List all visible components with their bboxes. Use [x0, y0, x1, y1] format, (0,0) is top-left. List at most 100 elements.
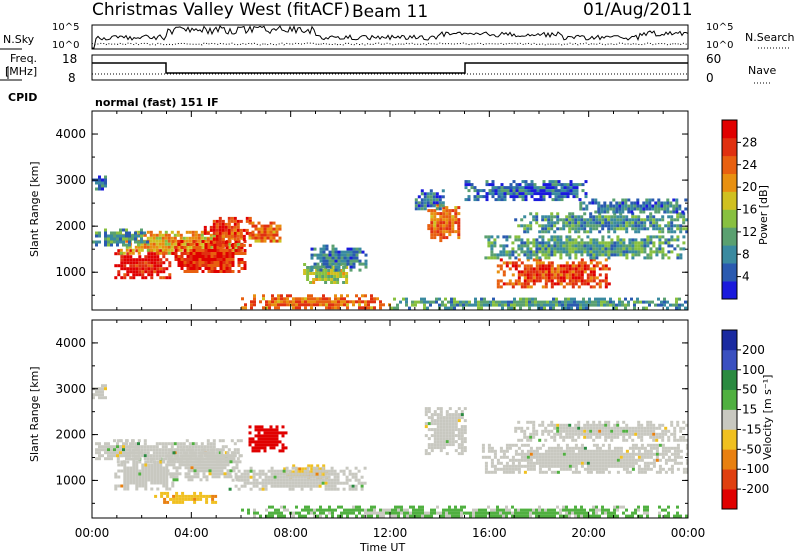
heatmap-region	[166, 448, 242, 482]
colorbar-swatch	[722, 409, 737, 430]
x-tick-label: 08:00	[273, 526, 308, 540]
x-tick-label: 16:00	[472, 526, 507, 540]
colorbar-tick-label: -50	[742, 442, 762, 456]
y-tick-label: 3000	[55, 173, 86, 187]
colorbar-swatch	[722, 489, 737, 510]
colorbar-swatch	[722, 173, 737, 192]
colorbar-tick-label: -100	[742, 462, 769, 476]
colorbar-tick-label: -15	[742, 422, 762, 436]
colorbar-tick-label: 50	[742, 383, 757, 397]
y-tick-label: 1000	[55, 473, 86, 487]
colorbar-swatch	[722, 281, 737, 300]
colorbar-tick-label: 8	[742, 247, 750, 261]
velocity-heatmap	[92, 384, 688, 518]
velocity-panel: 4000 3000 2000 1000 Slant Range [km] 00:00 0…	[28, 319, 706, 554]
power-heatmap	[92, 175, 688, 310]
velocity-xlabel: Time UT	[359, 541, 405, 554]
colorbar-swatch	[722, 191, 737, 210]
nsky-panel: N.Sky 10^5 10^0 10^5 10^0 N.Search	[0, 22, 795, 51]
nave-label: Nave	[748, 64, 776, 77]
nave-tick-low: 0	[706, 71, 714, 85]
colorbar-swatch	[722, 330, 737, 351]
power-colorbar: 28 24 20 16 12 8 4 Power [dB]	[721, 119, 770, 300]
heatmap-region	[248, 425, 288, 453]
colorbar-tick-label: 15	[742, 403, 757, 417]
colorbar-swatch	[722, 429, 737, 450]
power-y-axis: 4000 3000 2000 1000	[55, 110, 689, 310]
cpid-text: normal (fast) 151 IF	[95, 96, 219, 109]
x-tick-label: 12:00	[373, 526, 408, 540]
y-tick-label: 1000	[55, 265, 86, 279]
heatmap-region	[95, 439, 143, 461]
heatmap-region	[484, 235, 686, 260]
colorbar-swatch	[722, 469, 737, 490]
heatmap-region	[92, 228, 149, 247]
colorbar-swatch	[722, 209, 737, 228]
colorbar-swatch	[722, 449, 737, 470]
heatmap-region	[496, 258, 611, 289]
colorbar-swatch	[722, 227, 737, 246]
nsearch-label: N.Search	[745, 31, 795, 44]
colorbar-swatch	[722, 245, 737, 264]
colorbar-tick-label: 24	[742, 158, 757, 172]
freq-unit-label: [MHz]	[5, 65, 37, 78]
colorbar-swatch	[722, 120, 737, 139]
heatmap-region	[241, 505, 688, 518]
heatmap-region	[424, 407, 467, 456]
colorbar-tick-label: -200	[742, 482, 769, 496]
nsky-tick-high: 10^5	[52, 22, 79, 33]
x-tick-label: 04:00	[174, 526, 209, 540]
heatmap-region	[514, 420, 688, 442]
colorbar-tick-label: 12	[742, 225, 757, 239]
heatmap-region	[248, 221, 282, 243]
velocity-x-axis: 00:00 04:00 08:00 12:00 16:00 20:00 00:00	[75, 526, 706, 540]
colorbar-tick-label: 100	[742, 363, 765, 377]
heatmap-region	[154, 491, 218, 504]
velocity-colorbar: 200 100 50 15 -15 -50 -100 -200 Velocity [m s⁻¹…	[721, 329, 774, 510]
heatmap-region	[579, 198, 688, 214]
colorbar-swatch	[722, 137, 737, 157]
heatmap-region	[114, 249, 172, 280]
cpid-label: CPID	[8, 91, 37, 104]
frequency-line	[92, 62, 688, 74]
colorbar-tick-label: 16	[742, 203, 757, 217]
colorbar-swatch	[722, 389, 737, 410]
freq-label: Freq.	[10, 52, 37, 65]
heatmap-region	[92, 384, 107, 400]
heatmap-region	[390, 297, 688, 310]
freq-tick-low: 8	[68, 71, 76, 85]
power-colorbar-label: Power [dB]	[757, 185, 770, 245]
velocity-ylabel: Slant Range [km]	[28, 366, 41, 462]
y-tick-label: 2000	[55, 428, 86, 442]
heatmap-region	[228, 466, 367, 491]
velocity-frame	[91, 319, 689, 519]
heatmap-region	[414, 189, 445, 211]
nsky-line	[92, 25, 689, 49]
freq-tick-high: 18	[62, 52, 77, 66]
nsearch-tick-high: 10^5	[706, 22, 733, 33]
heatmap-region	[481, 443, 688, 474]
heatmap-region	[241, 294, 391, 310]
nsearch-line	[91, 42, 689, 46]
colorbar-tick-label: 200	[742, 343, 765, 357]
x-tick-label: 00:00	[671, 526, 706, 540]
nsky-label: N.Sky	[3, 33, 35, 46]
heatmap-region	[464, 180, 588, 202]
colorbar-tick-label: 28	[742, 135, 757, 149]
colorbar-tick-label: 4	[742, 270, 750, 284]
nsky-tick-low: 10^0	[52, 40, 79, 51]
freq-panel: Freq. [MHz] 18 8 60 0 Nave	[0, 52, 776, 85]
nsearch-tick-low: 10^0	[706, 40, 733, 51]
power-panel: 4000 3000 2000 1000 Slant Range [km]	[28, 110, 689, 311]
colorbar-swatch	[722, 263, 737, 282]
colorbar-swatch	[722, 155, 737, 174]
date-label: 01/Aug/2011	[583, 0, 693, 20]
y-tick-label: 3000	[55, 382, 86, 396]
heatmap-region	[203, 216, 252, 247]
heatmap-region	[514, 212, 688, 234]
y-tick-label: 4000	[55, 127, 86, 141]
heatmap-region	[427, 203, 461, 243]
heatmap-region	[310, 244, 368, 272]
y-tick-label: 4000	[55, 336, 86, 350]
